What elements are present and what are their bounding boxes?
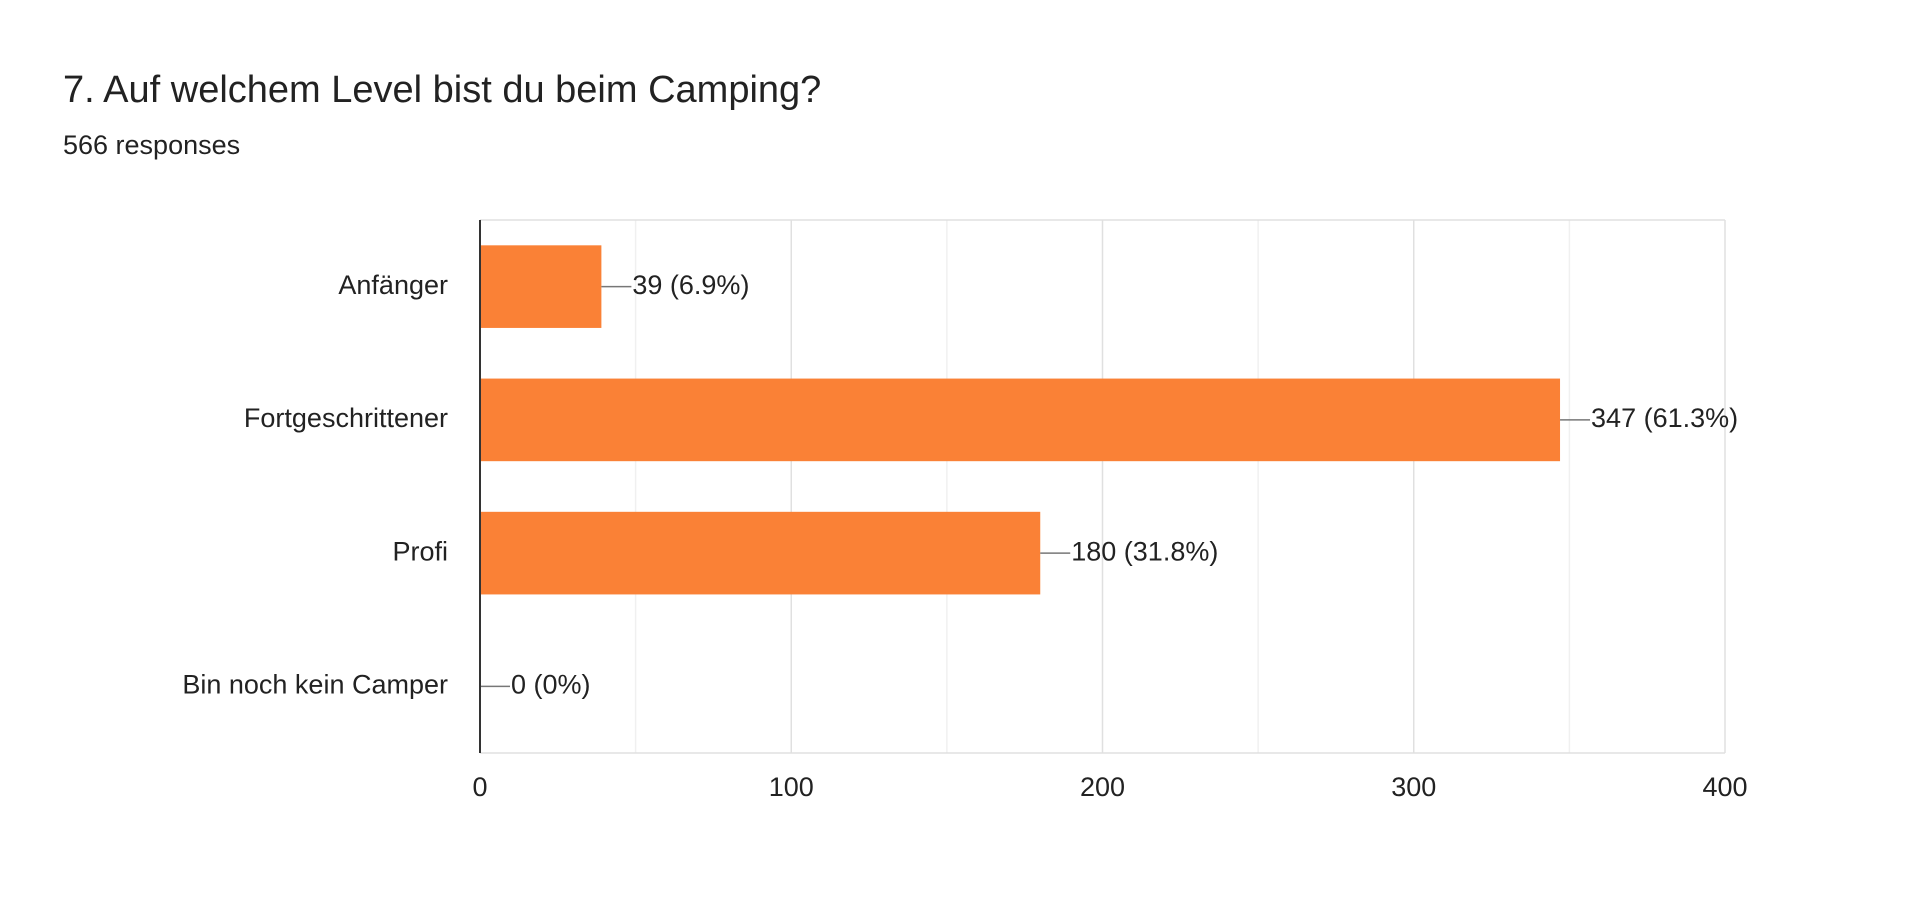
chart-title: 7. Auf welchem Level bist du beim Campin…	[63, 69, 821, 111]
y-tick-label: Bin noch kein Camper	[182, 670, 448, 700]
value-label: 180 (31.8%)	[1071, 536, 1218, 566]
value-label: 39 (6.9%)	[632, 270, 749, 300]
value-label: 0 (0%)	[511, 670, 591, 700]
bar	[480, 511, 1041, 595]
chart-subtitle: 566 responses	[63, 130, 240, 160]
y-tick-label: Anfänger	[338, 270, 448, 300]
bar	[480, 378, 1561, 462]
y-tick-label: Profi	[392, 536, 448, 566]
y-tick-label: Fortgeschrittener	[244, 403, 448, 433]
x-tick-label: 100	[769, 772, 814, 802]
x-tick-label: 0	[472, 772, 487, 802]
x-tick-label: 200	[1080, 772, 1125, 802]
bar	[480, 245, 602, 328]
x-tick-label: 400	[1702, 772, 1747, 802]
x-tick-label: 300	[1391, 772, 1436, 802]
value-label: 347 (61.3%)	[1591, 403, 1738, 433]
